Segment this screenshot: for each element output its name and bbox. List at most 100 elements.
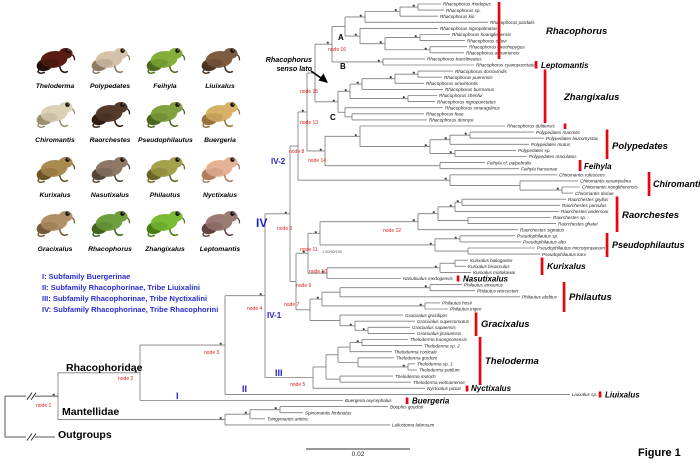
tip-label: Buergeria oxycephalus	[345, 398, 392, 403]
node-label: node 5	[290, 382, 306, 388]
node-label: node 3	[204, 350, 220, 356]
clade-genus-label: Liuixalus	[605, 391, 640, 400]
tree-text: *	[135, 370, 138, 377]
tip-label: Philautus amoenus	[464, 282, 504, 287]
tip-label: Rhacophorus hoanglienensis	[452, 32, 512, 37]
tip-label: Rhacophorus burmanus	[445, 87, 495, 92]
node-label: node 2	[118, 376, 134, 382]
family-label-rhacophoridae: Rhacophoridae	[66, 362, 143, 374]
tip-label: Rhacophorus feae	[426, 112, 464, 117]
tree-text: *	[220, 342, 223, 349]
tip-label: Philautus abditus	[522, 295, 558, 300]
frog-genus-label: Nasutixalus	[90, 192, 130, 199]
tip-label: Nasutixalus medogensis	[403, 276, 453, 281]
frog-image	[201, 48, 241, 75]
clade-genus-label: Polypedates	[612, 141, 668, 152]
frog-image	[201, 157, 241, 184]
clade-genus-label: Philautus	[569, 292, 612, 303]
branch-break-slash	[26, 433, 33, 441]
clade-bar	[562, 282, 566, 312]
frog-image	[146, 102, 186, 129]
frog-photo-buergeria: Buergeria	[193, 94, 247, 144]
tip-label: Chiromantis doriae	[575, 191, 614, 196]
tip-label: Rhacophorus nigropalmatus	[440, 26, 498, 31]
frog-photo-theloderma: Theloderma	[28, 40, 82, 90]
tip-label: Boophis goudoti	[390, 404, 424, 409]
frog-image	[91, 157, 131, 184]
frog-genus-label: Raorchestes	[89, 137, 131, 144]
tree-text: *	[320, 148, 323, 155]
tree-text: *	[413, 219, 416, 226]
tip-label: Rhacophorus puerensis	[444, 75, 493, 80]
node-label: node 7	[284, 302, 300, 308]
node-label: node 10	[309, 269, 327, 275]
clade-genus-label: Zhangixalus	[563, 92, 619, 103]
outgroups-label: Outgroups	[58, 429, 112, 441]
tree-text: *	[327, 41, 330, 48]
clade-bar	[605, 129, 609, 159]
tip-label: Rhacophorus rhodopus	[443, 2, 491, 7]
frog-genus-label: Rhacophorus	[88, 246, 132, 253]
branch-break	[26, 391, 35, 401]
frog-image	[91, 48, 131, 75]
tip-label: Philautus hosii	[442, 301, 473, 306]
branch-break	[26, 432, 35, 442]
clade-bar	[543, 69, 547, 123]
tree-text: *	[317, 296, 320, 303]
node-label: node 4	[247, 306, 263, 312]
support-values: 1.00/90/100	[322, 250, 342, 254]
tree-text: *	[435, 265, 438, 272]
frog-genus-label: Philautus	[149, 192, 181, 199]
tip-label: Kurixalus baliogaster	[470, 258, 513, 263]
branch-break-slash	[26, 392, 33, 400]
tip-label: Rhacophorus sp.	[446, 8, 481, 13]
clade-letter: C	[330, 113, 336, 122]
frog-image	[146, 157, 186, 184]
tip-label: Kurixalus bisacculus	[468, 264, 510, 269]
tree-text: *	[350, 323, 353, 330]
frog-photo-nasutixalus: Nasutixalus	[83, 149, 137, 199]
tip-label: Polypedates maculatus	[529, 154, 577, 159]
tip-label: Kurixalus motokawai	[473, 270, 516, 275]
frog-photo-rhacophorus: Rhacophorus	[83, 203, 137, 253]
tip-label: Theloderma moloch	[395, 374, 436, 379]
tip-label: Theloderma sp. 1	[417, 362, 453, 367]
tip-label: Raorchestes signatus	[520, 227, 565, 232]
tip-label: Rhacophorus omeimontis	[426, 81, 479, 86]
legend-item-nyctixalini: III: Subfamily Rhacophorinae, Tribe Nyct…	[42, 294, 208, 303]
legend-item-buergerinae: I: Subfamily Buergerinae	[42, 272, 131, 281]
tree-text: *	[357, 340, 360, 347]
classification-legend: I: Subfamily Buergerinae II: Subfamily R…	[42, 271, 218, 315]
tree-text: *	[425, 285, 428, 292]
tip-label: Rhacophorus orlovi	[467, 38, 508, 43]
tip-label: Polypedates sp.	[518, 148, 551, 153]
frog-genus-label: Gracixalus	[37, 246, 73, 253]
tribe-label: III	[275, 368, 283, 378]
frog-photo-raorchestes: Raorchestes	[83, 94, 137, 144]
tree-text: *	[380, 41, 383, 48]
frog-image	[36, 102, 76, 129]
frog-image	[36, 157, 76, 184]
tip-label: Theloderma vietnamense	[413, 380, 465, 385]
tip-label: Rhacophorus nigropunctatus	[437, 99, 496, 104]
tip-label: Rhacophorus annamensis	[466, 51, 520, 56]
frog-photo-feihyla: Feihyla	[138, 40, 192, 90]
tip-label: Rhacophorus kio	[440, 14, 475, 19]
clade-genus-label: Feihyla	[584, 162, 612, 171]
clade-genus-label: Raorchestes	[622, 210, 679, 221]
tip-label: Laliostoma labrosum	[392, 423, 435, 428]
tree-text: *	[303, 250, 306, 257]
frog-genus-label: Zhangixalus	[145, 246, 185, 253]
tree-text: *	[285, 211, 288, 218]
node-label: node 15	[300, 89, 318, 95]
tip-label: Spinomantis fimbriatus	[305, 410, 352, 415]
tree-text: *	[378, 59, 381, 66]
clade-bar	[615, 196, 619, 232]
clade-letter: B	[340, 62, 346, 71]
tribe-label: I	[176, 391, 179, 401]
clade-bar	[465, 385, 469, 392]
tip-label: Feihyla cf. palpebralis	[487, 160, 532, 165]
tribe-label: II	[242, 384, 247, 394]
